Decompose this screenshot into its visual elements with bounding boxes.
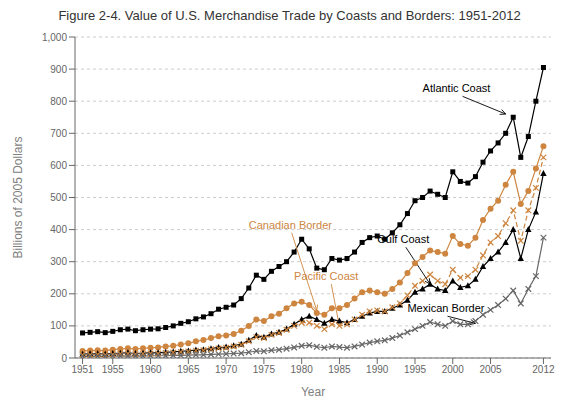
svg-text:1995: 1995 (404, 364, 427, 375)
svg-text:300: 300 (50, 256, 67, 267)
svg-text:1,000: 1,000 (42, 32, 67, 43)
svg-text:700: 700 (50, 128, 67, 139)
svg-text:1955: 1955 (102, 364, 125, 375)
svg-text:400: 400 (50, 224, 67, 235)
svg-text:1985: 1985 (328, 364, 351, 375)
svg-text:Mexican Border: Mexican Border (407, 302, 484, 314)
svg-text:2012: 2012 (532, 364, 555, 375)
svg-text:500: 500 (50, 192, 67, 203)
svg-text:Canadian Border: Canadian Border (249, 219, 333, 231)
svg-text:200: 200 (50, 288, 67, 299)
svg-text:0: 0 (61, 353, 67, 364)
svg-text:1970: 1970 (215, 364, 238, 375)
svg-text:Atlantic Coast: Atlantic Coast (423, 82, 491, 94)
svg-text:2005: 2005 (479, 364, 502, 375)
svg-text:1960: 1960 (139, 364, 162, 375)
svg-text:Year: Year (301, 385, 325, 399)
svg-text:100: 100 (50, 320, 67, 331)
svg-text:1965: 1965 (177, 364, 200, 375)
svg-text:1951: 1951 (71, 364, 94, 375)
svg-text:Gulf Coast: Gulf Coast (377, 233, 429, 245)
svg-text:2000: 2000 (442, 364, 465, 375)
html-text:Figure 2-4. Value of U.S. Merc: Figure 2-4. Value of U.S. Merchandise Tr… (58, 8, 521, 23)
svg-text:900: 900 (50, 64, 67, 75)
svg-text:1975: 1975 (253, 364, 276, 375)
svg-text:1980: 1980 (291, 364, 314, 375)
svg-text:600: 600 (50, 160, 67, 171)
svg-text:Pacific Coast: Pacific Coast (294, 270, 358, 282)
svg-text:800: 800 (50, 96, 67, 107)
svg-text:1990: 1990 (366, 364, 389, 375)
svg-text:Billions of 2005 Dollars: Billions of 2005 Dollars (11, 136, 25, 258)
